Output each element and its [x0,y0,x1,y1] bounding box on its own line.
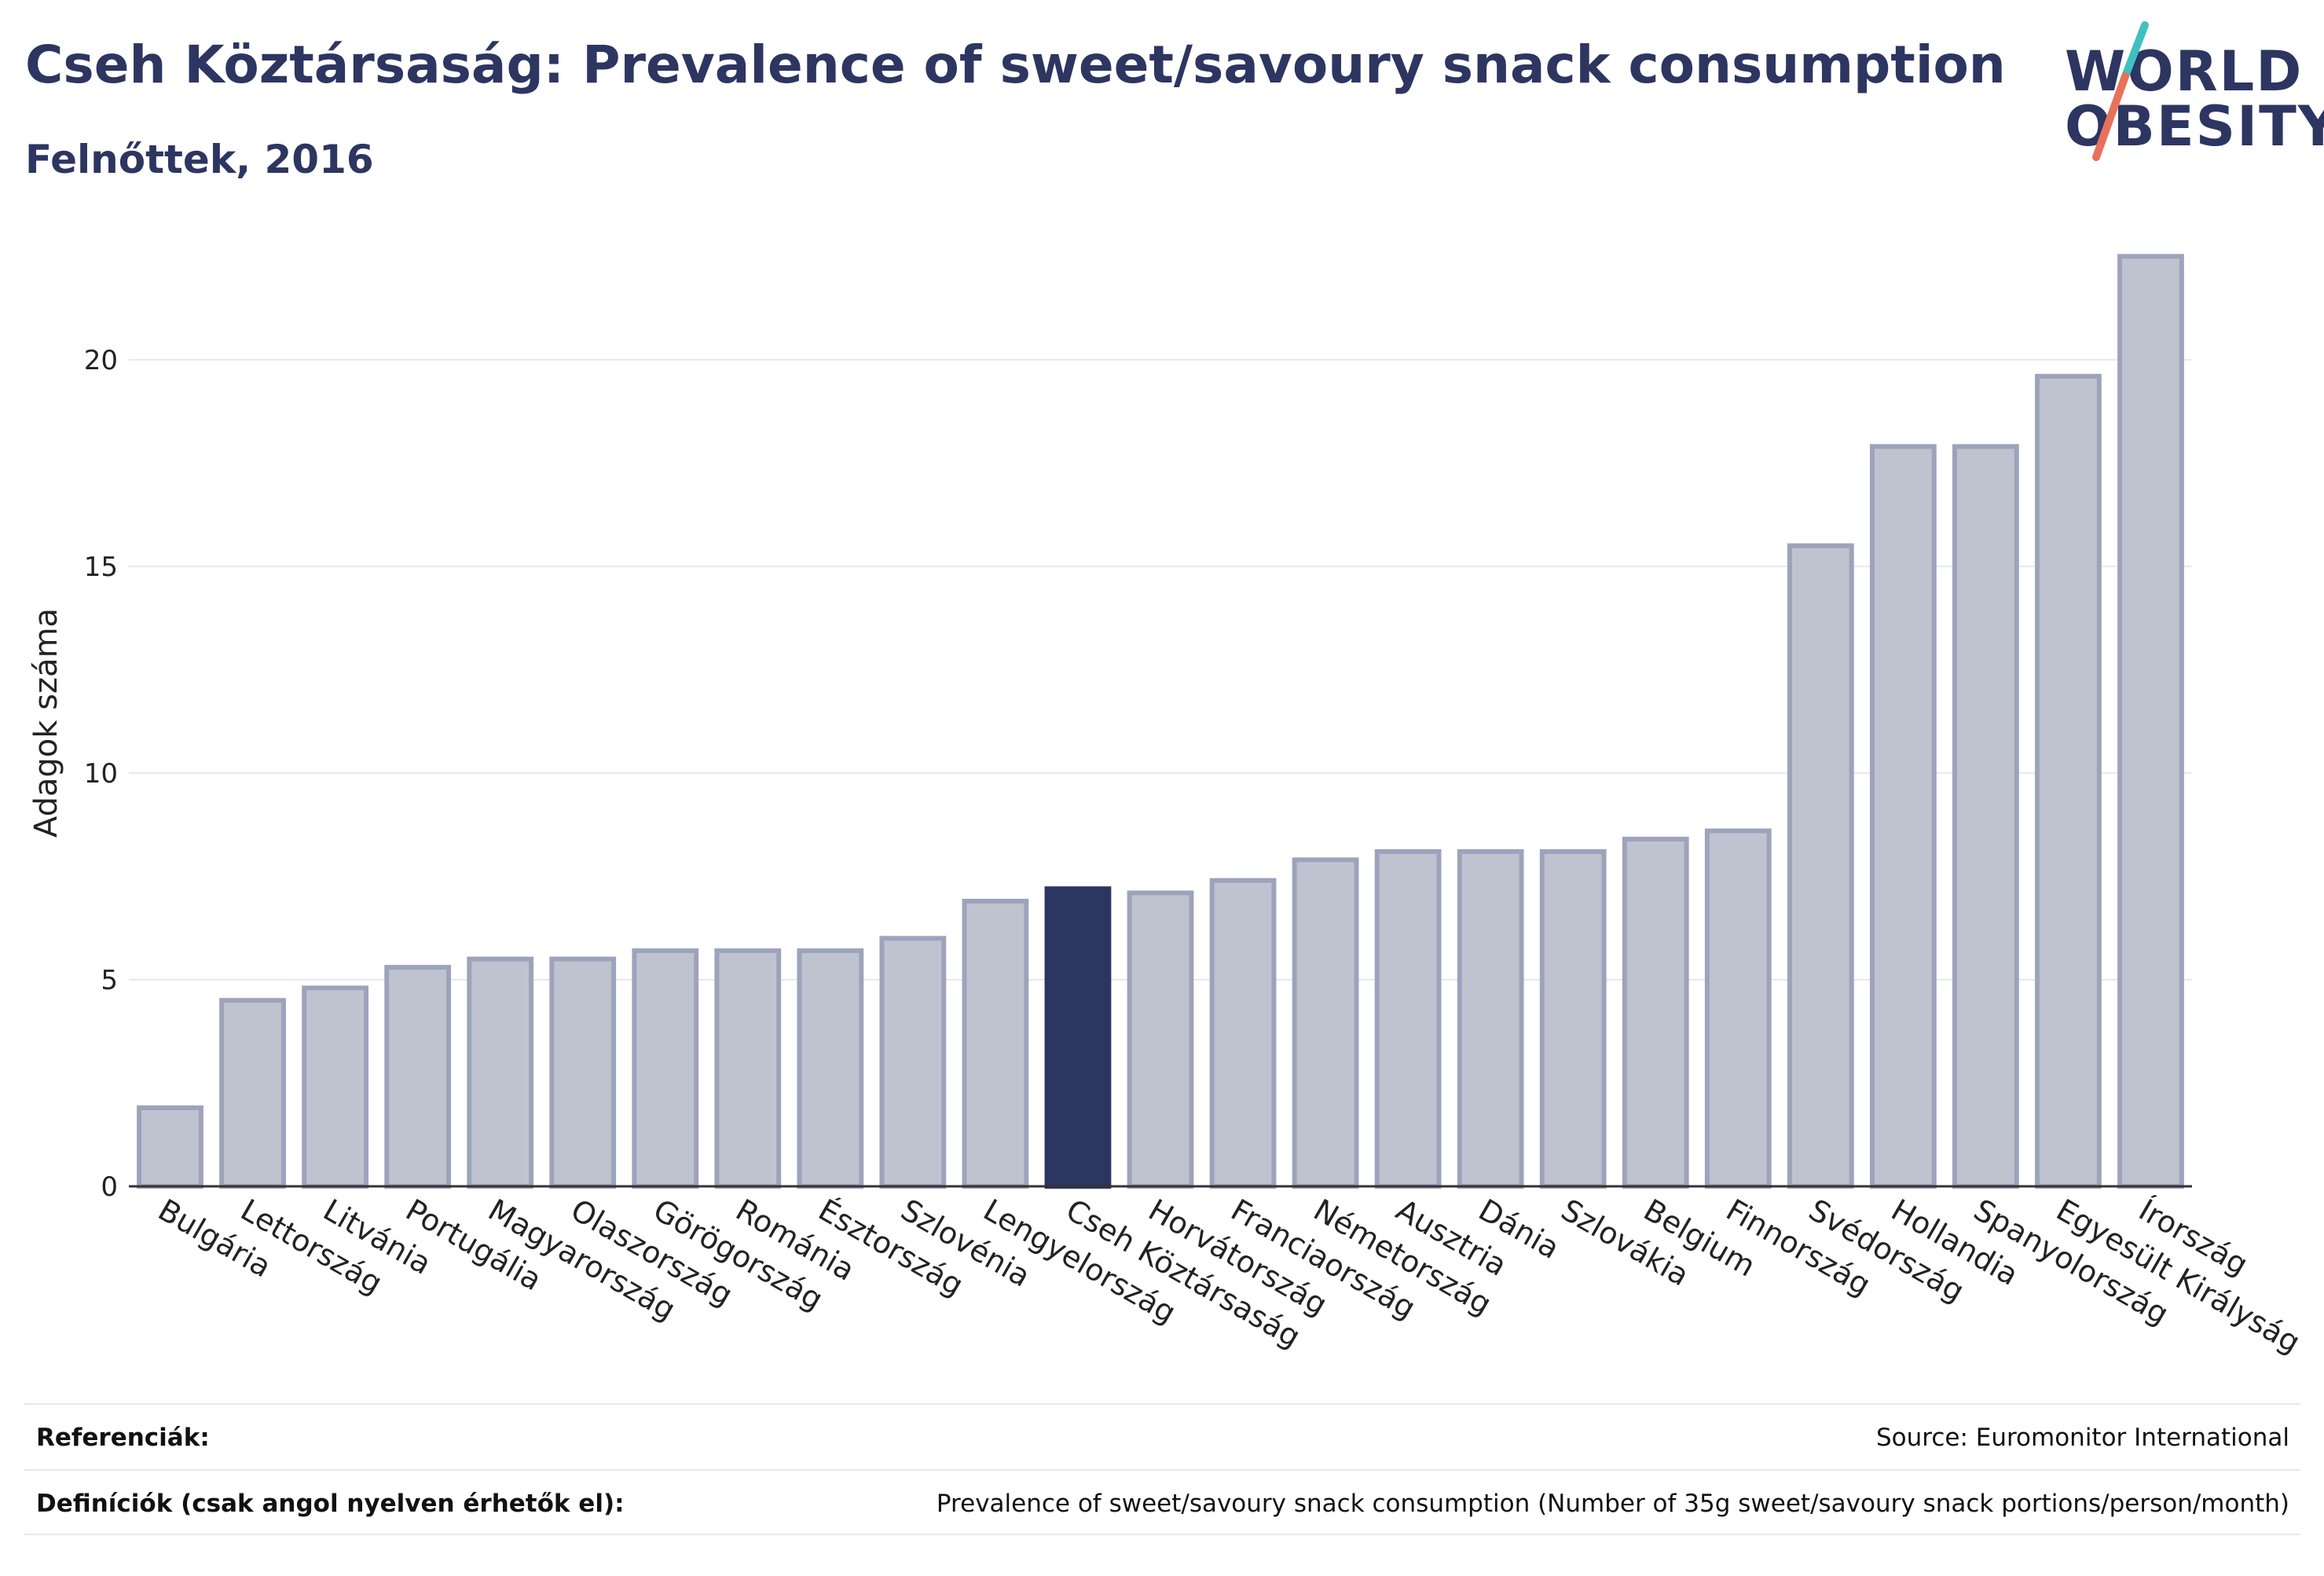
bar [302,985,368,1189]
bar [1457,848,1524,1189]
bar [797,948,864,1189]
bar [962,899,1029,1189]
y-tick-label: 0 [101,1171,118,1203]
bar [549,956,617,1189]
logo-line-1: WORLD [2065,39,2304,104]
definitions-label: Definíciók (csak angol nyelven érhetők e… [36,1490,625,1518]
footer-divider-bottom [24,1534,2300,1535]
bar [1704,828,1772,1189]
bar [1127,890,1194,1189]
bar [632,948,699,1189]
y-tick-label: 5 [101,965,118,996]
footer-divider-top [24,1403,2300,1405]
bar [467,956,534,1189]
world-obesity-logo: WORLD OBESITY [2051,17,2324,174]
bar [137,1105,203,1189]
bar [2117,254,2184,1189]
chart-subtitle: Felnőttek, 2016 [25,137,374,182]
definitions-value: Prevalence of sweet/savoury snack consum… [936,1490,2289,1518]
bar [879,936,947,1189]
bar [384,965,452,1189]
bar [1539,848,1607,1189]
bar [714,948,782,1189]
bar [2035,373,2102,1189]
bar [1374,848,1442,1189]
references-label: Referenciák: [36,1424,210,1452]
y-tick-label: 10 [84,758,118,790]
bar [1622,837,1689,1189]
bar [1209,878,1277,1189]
footer-divider-middle [24,1469,2300,1471]
y-axis-label: Adagok száma [28,608,64,837]
chart-title: Cseh Köztársaság: Prevalence of sweet/sa… [25,35,2006,95]
references-value: Source: Euromonitor International [1875,1424,2289,1452]
bar [1044,886,1112,1189]
logo-slash-icon [2092,21,2149,161]
bar [1952,444,2019,1189]
bar [1869,444,1937,1189]
y-tick-label: 15 [84,552,118,583]
bar [219,998,286,1189]
bar [1292,857,1359,1189]
bar [1787,543,1854,1189]
y-tick-label: 20 [84,345,118,376]
